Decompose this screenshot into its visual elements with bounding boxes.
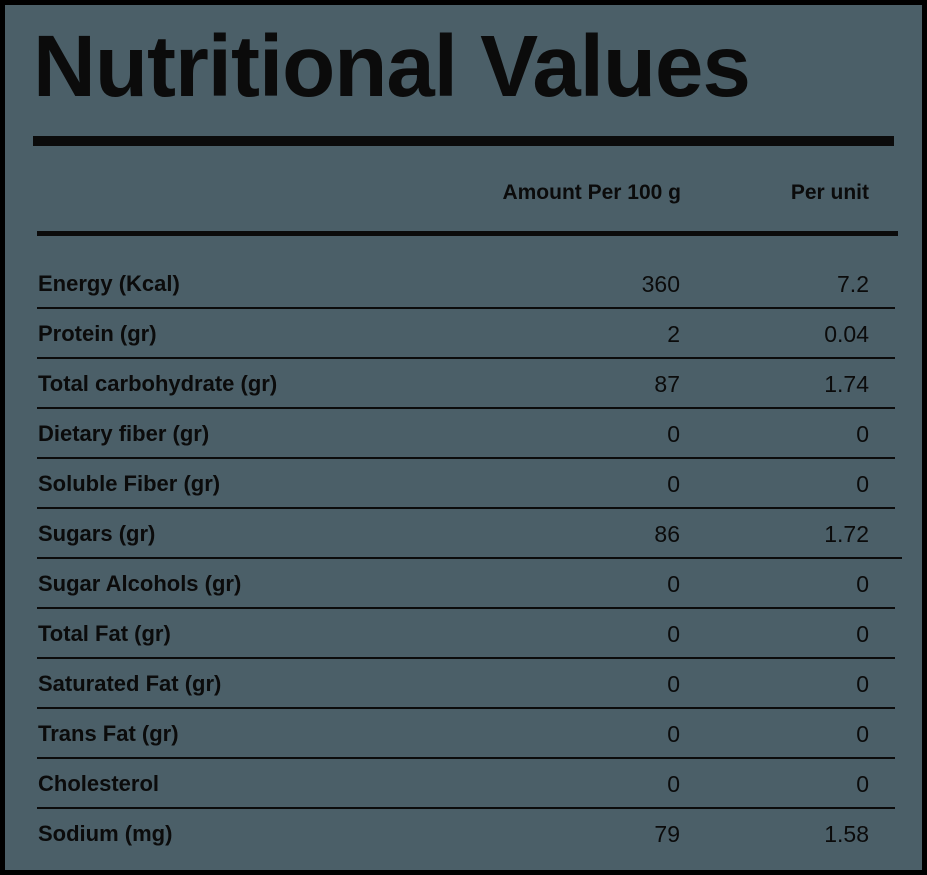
value-per-unit: 7.2 xyxy=(837,271,869,297)
row-divider xyxy=(37,657,895,659)
row-divider xyxy=(37,457,895,459)
value-per-100g: 0 xyxy=(667,621,680,647)
page-title: Nutritional Values xyxy=(33,18,751,115)
nutrient-label: Sugars (gr) xyxy=(38,521,156,546)
value-per-unit: 1.74 xyxy=(824,371,869,397)
nutrient-label: Cholesterol xyxy=(38,771,160,796)
table-row: Soluble Fiber (gr) 0 0 xyxy=(5,459,922,509)
nutrient-label: Energy (Kcal) xyxy=(38,271,180,296)
nutrient-label: Sodium (mg) xyxy=(38,821,173,846)
row-divider xyxy=(37,407,895,409)
row-divider xyxy=(37,607,895,609)
table-row: Total Fat (gr) 0 0 xyxy=(5,609,922,659)
table-row: Protein (gr) 2 0.04 xyxy=(5,309,922,359)
row-divider xyxy=(37,357,895,359)
row-divider xyxy=(37,807,895,809)
value-per-unit: 1.58 xyxy=(824,821,869,847)
nutrient-label: Sugar Alcohols (gr) xyxy=(38,571,242,596)
value-per-100g: 79 xyxy=(654,821,680,847)
value-per-unit: 0 xyxy=(856,771,869,797)
row-divider xyxy=(37,507,895,509)
value-per-100g: 0 xyxy=(667,771,680,797)
table-row: Energy (Kcal) 360 7.2 xyxy=(5,259,922,309)
table-row: Total carbohydrate (gr) 87 1.74 xyxy=(5,359,922,409)
nutrient-label: Dietary fiber (gr) xyxy=(38,421,210,446)
nutrient-table: Energy (Kcal) 360 7.2 Protein (gr) 2 0.0… xyxy=(5,259,922,859)
value-per-100g: 0 xyxy=(667,571,680,597)
value-per-unit: 0 xyxy=(856,621,869,647)
table-row: Sodium (mg) 79 1.58 xyxy=(5,809,922,859)
value-per-unit: 1.72 xyxy=(824,521,869,547)
value-per-unit: 0 xyxy=(856,421,869,447)
header-divider xyxy=(37,231,898,236)
table-row: Dietary fiber (gr) 0 0 xyxy=(5,409,922,459)
value-per-100g: 0 xyxy=(667,421,680,447)
column-header-per-100g: Amount Per 100 g xyxy=(502,181,681,204)
row-divider xyxy=(37,307,895,309)
value-per-unit: 0.04 xyxy=(824,321,869,347)
column-header-per-unit: Per unit xyxy=(790,181,869,204)
nutrient-label: Protein (gr) xyxy=(38,321,157,346)
value-per-100g: 360 xyxy=(641,271,680,297)
nutrient-label: Trans Fat (gr) xyxy=(38,721,179,746)
value-per-100g: 87 xyxy=(654,371,680,397)
title-divider xyxy=(33,136,894,146)
table-row: Cholesterol 0 0 xyxy=(5,759,922,809)
value-per-unit: 0 xyxy=(856,571,869,597)
nutrient-label: Total Fat (gr) xyxy=(38,621,171,646)
table-row: Saturated Fat (gr) 0 0 xyxy=(5,659,922,709)
value-per-unit: 0 xyxy=(856,721,869,747)
value-per-100g: 0 xyxy=(667,721,680,747)
table-row: Trans Fat (gr) 0 0 xyxy=(5,709,922,759)
value-per-unit: 0 xyxy=(856,671,869,697)
row-divider xyxy=(37,557,902,559)
value-per-unit: 0 xyxy=(856,471,869,497)
table-header: Amount Per 100 g Per unit xyxy=(5,181,922,209)
table-row: Sugars (gr) 86 1.72 xyxy=(5,509,922,559)
value-per-100g: 86 xyxy=(654,521,680,547)
row-divider xyxy=(37,707,895,709)
nutrient-label: Total carbohydrate (gr) xyxy=(38,371,278,396)
value-per-100g: 2 xyxy=(667,321,680,347)
table-row: Sugar Alcohols (gr) 0 0 xyxy=(5,559,922,609)
nutrient-label: Soluble Fiber (gr) xyxy=(38,471,221,496)
row-divider xyxy=(37,757,895,759)
value-per-100g: 0 xyxy=(667,471,680,497)
value-per-100g: 0 xyxy=(667,671,680,697)
nutrient-label: Saturated Fat (gr) xyxy=(38,671,222,696)
nutrition-label-panel: Nutritional Values Amount Per 100 g Per … xyxy=(5,5,922,870)
